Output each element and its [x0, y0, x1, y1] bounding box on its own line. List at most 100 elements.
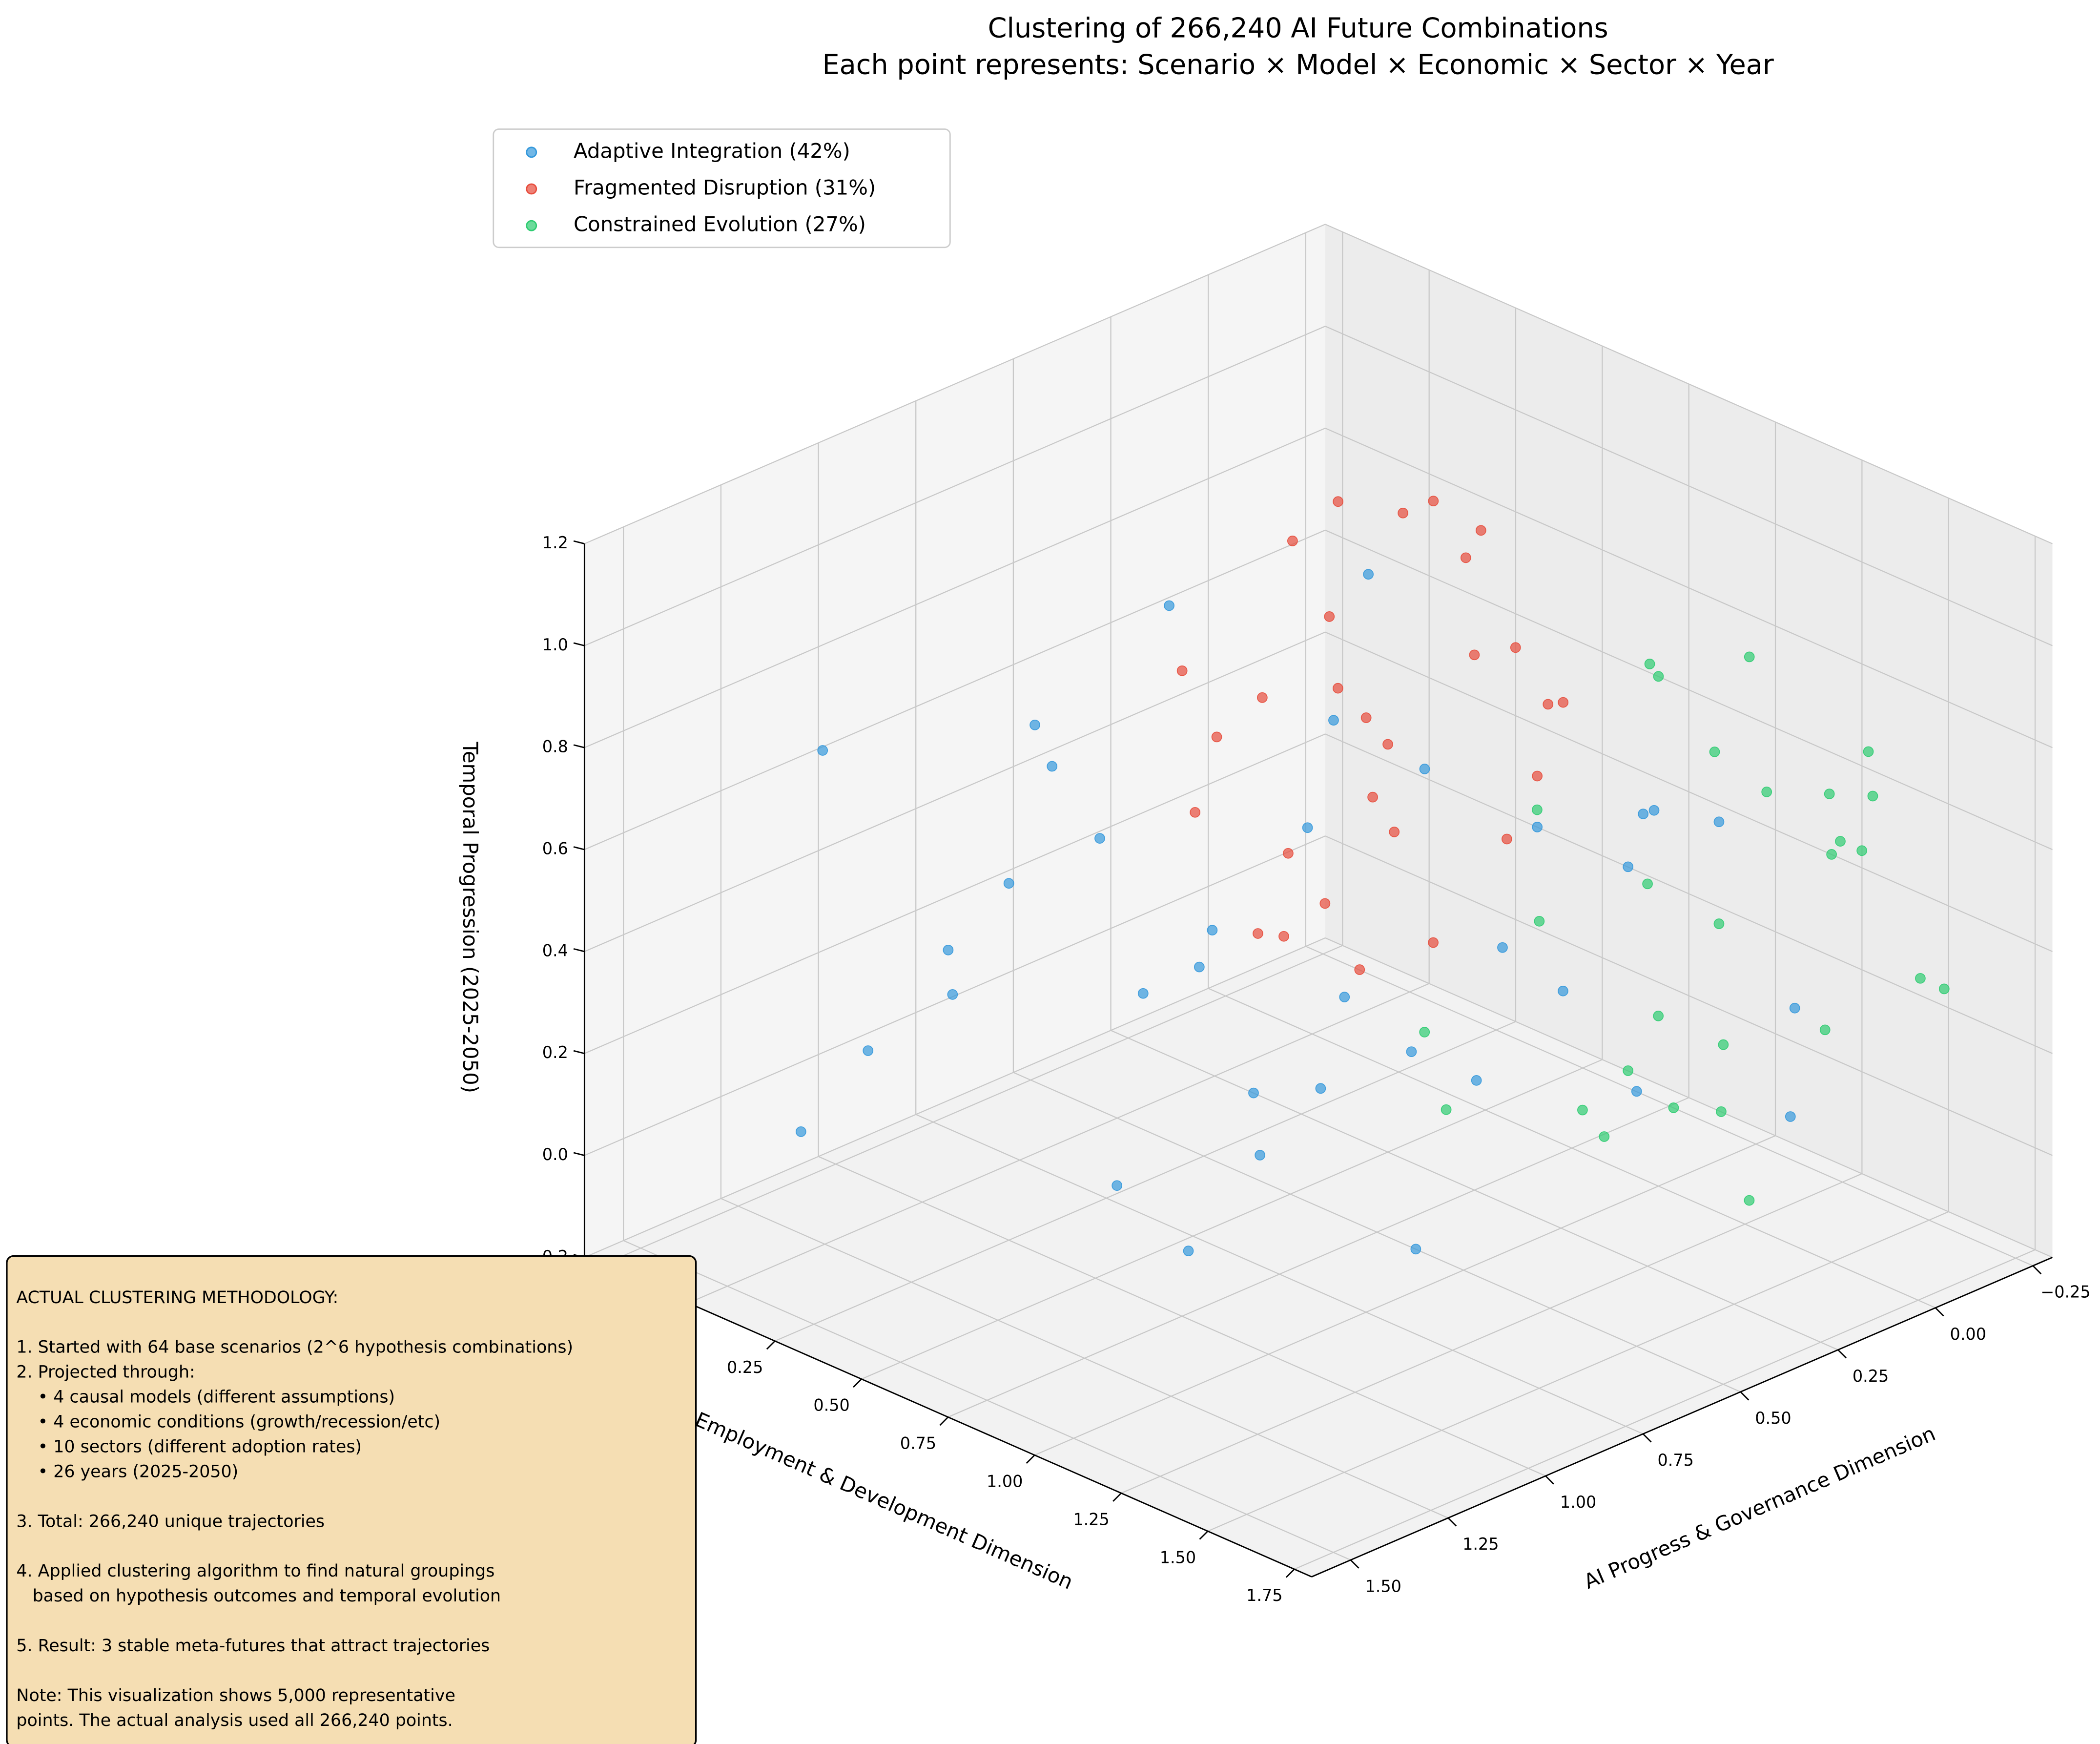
grid-line [1294, 1249, 2036, 1570]
methodology-line: 5. Result: 3 stable meta-futures that at… [16, 1636, 490, 1656]
grid-line [1325, 835, 2053, 1156]
point [1419, 764, 1430, 774]
point [1644, 659, 1655, 669]
grid-line [915, 1114, 1644, 1434]
tick-mark [853, 1378, 862, 1388]
point [1137, 988, 1149, 999]
point [1382, 739, 1393, 750]
methodology-line: • 10 sectors (different adoption rates) [16, 1437, 362, 1457]
point [1112, 1180, 1123, 1191]
y-tick-label: 0.50 [1755, 1409, 1791, 1428]
grid-line [584, 326, 1326, 646]
x-tick-label: 0.75 [900, 1434, 936, 1453]
y-tick-label: 1.00 [1560, 1493, 1596, 1512]
text-box [6, 1255, 697, 1744]
grid-line [721, 1198, 1449, 1519]
tick-mark [573, 948, 585, 953]
methodology-line: 3. Total: 266,240 unique trajectories [16, 1512, 325, 1531]
point [1744, 1195, 1755, 1206]
y-tick-label: 1.25 [1462, 1535, 1499, 1554]
point [1406, 1046, 1417, 1057]
point [1532, 822, 1543, 832]
z-tick-label: 1.2 [542, 533, 568, 552]
tick-mark [573, 744, 585, 748]
point [1360, 712, 1372, 723]
tick-mark [1285, 1568, 1295, 1578]
point [1532, 804, 1543, 815]
point [1315, 1083, 1326, 1094]
points [795, 496, 1950, 1257]
point [795, 1126, 806, 1137]
x-tick-label: 1.50 [1160, 1548, 1196, 1567]
grid-line [1325, 529, 2053, 851]
point [1029, 719, 1040, 730]
point [1441, 1104, 1452, 1115]
legend-marker [526, 146, 537, 158]
grid-line [1013, 1072, 1741, 1392]
point [1713, 816, 1725, 828]
tick-mark [1112, 1493, 1122, 1502]
point [1255, 1150, 1265, 1161]
methodology-line: 1. Started with 64 base scenarios (2^6 h… [16, 1338, 573, 1357]
tick-mark [766, 1340, 776, 1350]
tick-mark [1350, 1559, 1359, 1569]
chart-subtitle: Each point represents: Scenario × Model … [822, 49, 1773, 81]
tick-mark [939, 1416, 949, 1426]
methodology-line: based on hypothesis outcomes and tempora… [16, 1586, 501, 1606]
point [1558, 985, 1568, 997]
point [1653, 1011, 1664, 1021]
point [1718, 1039, 1729, 1050]
z-axis-label: Temporal Progression (2025-2050) [458, 741, 482, 1093]
tick-mark [1740, 1391, 1750, 1401]
grid-line [775, 1021, 1516, 1342]
point [1164, 600, 1174, 611]
point [1915, 973, 1926, 984]
point [1497, 942, 1508, 953]
point [1648, 805, 1660, 816]
methodology-line: • 4 economic conditions (growth/recessio… [16, 1412, 440, 1432]
point [1333, 496, 1343, 507]
y-tick-label: 0.00 [1950, 1325, 1986, 1344]
grid-line [1325, 326, 2053, 646]
point [1502, 833, 1512, 845]
x-axis-line [584, 1257, 1312, 1578]
point [863, 1045, 874, 1056]
methodology-line: ACTUAL CLUSTERING METHODOLOGY: [16, 1288, 338, 1308]
tick-mark [573, 846, 585, 851]
grid-line [861, 1059, 1603, 1380]
grid-line [1208, 988, 1936, 1308]
tick-mark [1199, 1531, 1209, 1540]
point [1835, 836, 1846, 847]
legend-marker [526, 183, 537, 195]
point [1207, 925, 1218, 935]
methodology-line: Note: This visualization shows 5,000 rep… [16, 1686, 455, 1705]
point [1534, 915, 1545, 927]
z-tick-label: 0.0 [542, 1145, 568, 1164]
point [1856, 845, 1867, 856]
point [1283, 848, 1294, 859]
point [1638, 809, 1649, 819]
point [1761, 787, 1772, 797]
point [1398, 507, 1408, 519]
point [1623, 1065, 1634, 1076]
grid-line [1325, 733, 2053, 1054]
grid-line [584, 529, 1326, 851]
tick-mark [1837, 1349, 1847, 1359]
legend-box [493, 128, 951, 249]
legend-label: Adaptive Integration (42%) [574, 139, 850, 163]
grid-line [1325, 224, 2053, 544]
point [1176, 665, 1188, 676]
point [1190, 807, 1201, 818]
y-tick-label: 1.50 [1365, 1577, 1401, 1596]
methodology-line: points. The actual analysis used all 266… [16, 1711, 453, 1730]
grid-line [1325, 631, 2053, 952]
point [1789, 1002, 1800, 1014]
point [1460, 552, 1471, 563]
grid-line [584, 733, 1326, 1054]
point [1475, 525, 1486, 536]
grid-line [584, 427, 1326, 748]
point [1419, 1027, 1430, 1038]
point [1211, 731, 1222, 743]
tick-mark [573, 1152, 585, 1156]
point [1339, 992, 1350, 1002]
